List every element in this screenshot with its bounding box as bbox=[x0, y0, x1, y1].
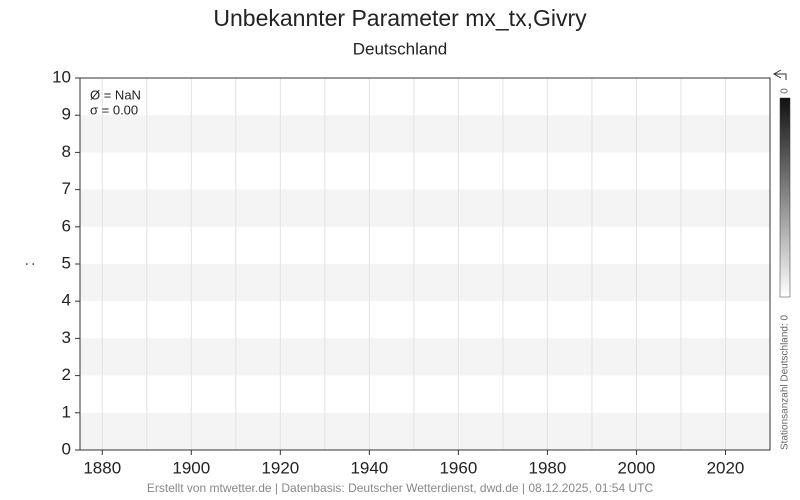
x-tick-label: 2000 bbox=[618, 458, 656, 477]
x-tick-label: 1960 bbox=[439, 458, 477, 477]
y-tick-label: 8 bbox=[62, 142, 71, 161]
colorbar bbox=[779, 97, 791, 298]
grid-band bbox=[80, 338, 770, 376]
grid-band bbox=[80, 189, 770, 227]
x-tick-label: 1920 bbox=[261, 458, 299, 477]
y-tick-label: 2 bbox=[62, 365, 71, 384]
y-tick-label: 9 bbox=[62, 105, 71, 124]
plot-frame bbox=[79, 77, 771, 451]
annotation: Ø = NaN bbox=[90, 87, 141, 102]
chart-title: Unbekannter Parameter mx_tx,Givry bbox=[213, 5, 587, 31]
y-tick-label: 10 bbox=[52, 67, 71, 86]
x-tick-label: 1880 bbox=[83, 458, 121, 477]
y-tick-label: 4 bbox=[62, 291, 71, 310]
grid-band bbox=[80, 264, 770, 302]
y-tick-label: 1 bbox=[62, 402, 71, 421]
y-axis-label: : bbox=[21, 262, 38, 266]
colorbar-tick-label: 0 bbox=[780, 88, 791, 94]
y-tick-label: 3 bbox=[62, 328, 71, 347]
x-tick-label: 1980 bbox=[529, 458, 567, 477]
reset-icon[interactable] bbox=[772, 69, 787, 80]
annotation: σ = 0.00 bbox=[90, 102, 138, 117]
chart-subtitle: Deutschland bbox=[353, 39, 448, 58]
y-tick-label: 6 bbox=[62, 216, 71, 235]
x-tick-label: 2020 bbox=[707, 458, 745, 477]
y-tick-label: 0 bbox=[62, 439, 71, 458]
colorbar-label: Stationsanzahl Deutschland: 0 bbox=[780, 314, 791, 450]
grid-band bbox=[80, 412, 770, 450]
x-tick-label: 1940 bbox=[350, 458, 388, 477]
y-tick-label: 7 bbox=[62, 179, 71, 198]
x-tick-label: 1900 bbox=[172, 458, 210, 477]
footer: Erstellt von mtwetter.de | Datenbasis: D… bbox=[147, 481, 654, 495]
y-tick-label: 5 bbox=[62, 253, 71, 272]
grid-band bbox=[80, 115, 770, 153]
